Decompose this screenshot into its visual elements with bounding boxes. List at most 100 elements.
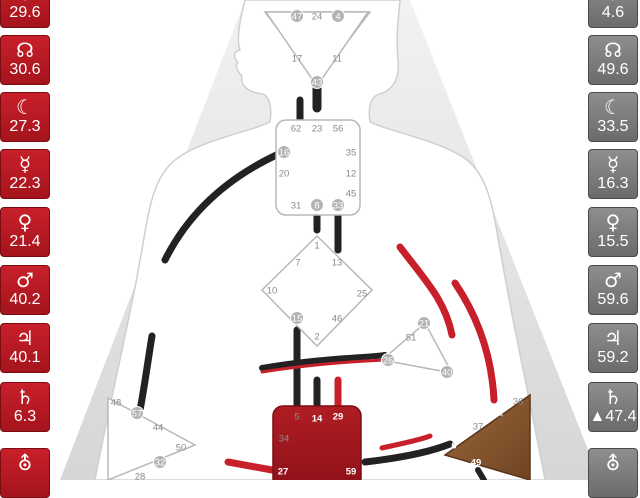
jupiter-icon: ♃	[604, 326, 622, 350]
gate-marker	[310, 75, 324, 89]
saturn-icon: ♄	[16, 385, 34, 409]
planet-mercury[interactable]: ☿ 22.3	[0, 149, 50, 199]
gate-62: 62	[291, 124, 302, 135]
gate-1: 1	[314, 241, 319, 252]
gate-28: 28	[135, 472, 146, 481]
gate-43: 43	[312, 78, 323, 89]
earth-icon: ♁	[589, 0, 637, 4]
gate-26: 26	[383, 356, 394, 367]
planet-value: 16.3	[597, 175, 629, 192]
gate-13: 13	[332, 258, 343, 269]
gate-50: 50	[176, 443, 187, 454]
gate-marker	[440, 365, 454, 379]
planet-value: 30.6	[9, 61, 41, 78]
gate-12: 12	[346, 169, 357, 180]
planet-uranus[interactable]: ⛢	[0, 448, 50, 498]
planet-moon[interactable]: ☾ 33.5	[588, 92, 638, 142]
planet-jupiter[interactable]: ♃ 40.1	[0, 323, 50, 373]
gate-8: 8	[314, 201, 319, 212]
gate-marker	[310, 198, 324, 212]
gate-marker	[277, 145, 291, 159]
planet-uranus[interactable]: ⛢	[588, 448, 638, 498]
planet-value: 21.4	[9, 233, 41, 250]
gate-16: 16	[279, 148, 290, 159]
ego-center	[380, 321, 454, 375]
planet-venus[interactable]: ♀ 21.4	[0, 207, 50, 257]
gate-31: 31	[291, 201, 302, 212]
planet-value: 4.6	[601, 4, 625, 21]
gate-44: 44	[153, 423, 164, 434]
venus-icon: ♀	[17, 210, 33, 234]
gate-51: 51	[406, 333, 417, 344]
planet-value: 15.5	[597, 233, 629, 250]
uranus-icon: ⛢	[605, 451, 621, 475]
gate-59: 59	[346, 467, 357, 478]
gate-56: 56	[333, 124, 344, 135]
gate-27: 27	[278, 467, 289, 478]
planet-saturn[interactable]: ♄ ▲47.4	[588, 382, 638, 432]
gate-49: 49	[471, 458, 482, 469]
gate-23: 23	[312, 124, 323, 135]
planet-north-node[interactable]: ☊ 49.6	[588, 35, 638, 85]
planet-value: 59.2	[597, 349, 629, 366]
gate-36: 36	[513, 397, 524, 408]
g-center	[260, 234, 374, 348]
planet-value: 29.6	[9, 4, 41, 21]
gate-37: 37	[473, 422, 484, 433]
planet-value: 40.1	[9, 349, 41, 366]
throat-center	[275, 119, 361, 216]
planet-value: 59.6	[597, 291, 629, 308]
planet-mars[interactable]: ♂ 40.2	[0, 265, 50, 315]
gate-marker	[381, 353, 395, 367]
planet-earth[interactable]: ♁29.6	[0, 0, 50, 28]
north-node-icon: ☊	[16, 38, 34, 62]
gate-45: 45	[346, 189, 357, 200]
gate-6: 6	[451, 441, 456, 452]
jupiter-icon: ♃	[16, 326, 34, 350]
gate-33: 33	[333, 201, 344, 212]
planet-earth[interactable]: ♁4.6	[588, 0, 638, 28]
gate-10: 10	[267, 286, 278, 297]
mars-icon: ♂	[604, 268, 622, 292]
gate-15: 15	[292, 314, 303, 325]
gate-25: 25	[357, 289, 368, 300]
uranus-icon: ⛢	[17, 451, 33, 475]
planet-mercury[interactable]: ☿ 16.3	[588, 149, 638, 199]
mercury-icon: ☿	[18, 152, 32, 176]
gate-marker	[331, 198, 345, 212]
gate-11: 11	[332, 54, 342, 65]
planet-north-node[interactable]: ☊ 30.6	[0, 35, 50, 85]
gate-57: 57	[132, 409, 143, 420]
planet-value: 27.3	[9, 118, 41, 135]
moon-icon: ☾	[16, 95, 34, 119]
gate-20: 20	[279, 169, 290, 180]
planet-value: 49.6	[597, 61, 629, 78]
saturn-icon: ♄	[604, 385, 622, 409]
planet-value: ▲47.4	[589, 408, 637, 425]
gate-2: 2	[314, 332, 319, 343]
planet-mars[interactable]: ♂ 59.6	[588, 265, 638, 315]
gate-32: 32	[155, 458, 166, 469]
venus-icon: ♀	[605, 210, 621, 234]
planet-jupiter[interactable]: ♃ 59.2	[588, 323, 638, 373]
north-node-icon: ☊	[604, 38, 622, 62]
planet-moon[interactable]: ☾ 27.3	[0, 92, 50, 142]
gate-24: 24	[312, 12, 323, 23]
ajna-center	[264, 11, 370, 88]
gate-marker	[153, 455, 167, 469]
planet-value: 22.3	[9, 175, 41, 192]
planet-saturn[interactable]: ♄ 6.3	[0, 382, 50, 432]
gate-marker	[290, 311, 304, 325]
planet-value: 33.5	[597, 118, 629, 135]
gate-40: 40	[442, 368, 453, 379]
gate-22: 22	[493, 408, 504, 419]
planet-venus[interactable]: ♀ 15.5	[588, 207, 638, 257]
moon-icon: ☾	[604, 95, 622, 119]
gate-34: 34	[279, 434, 290, 445]
gate-55: 55	[489, 472, 500, 481]
planet-value: 40.2	[9, 291, 41, 308]
gate-35: 35	[346, 148, 357, 159]
gate-7: 7	[295, 258, 300, 269]
